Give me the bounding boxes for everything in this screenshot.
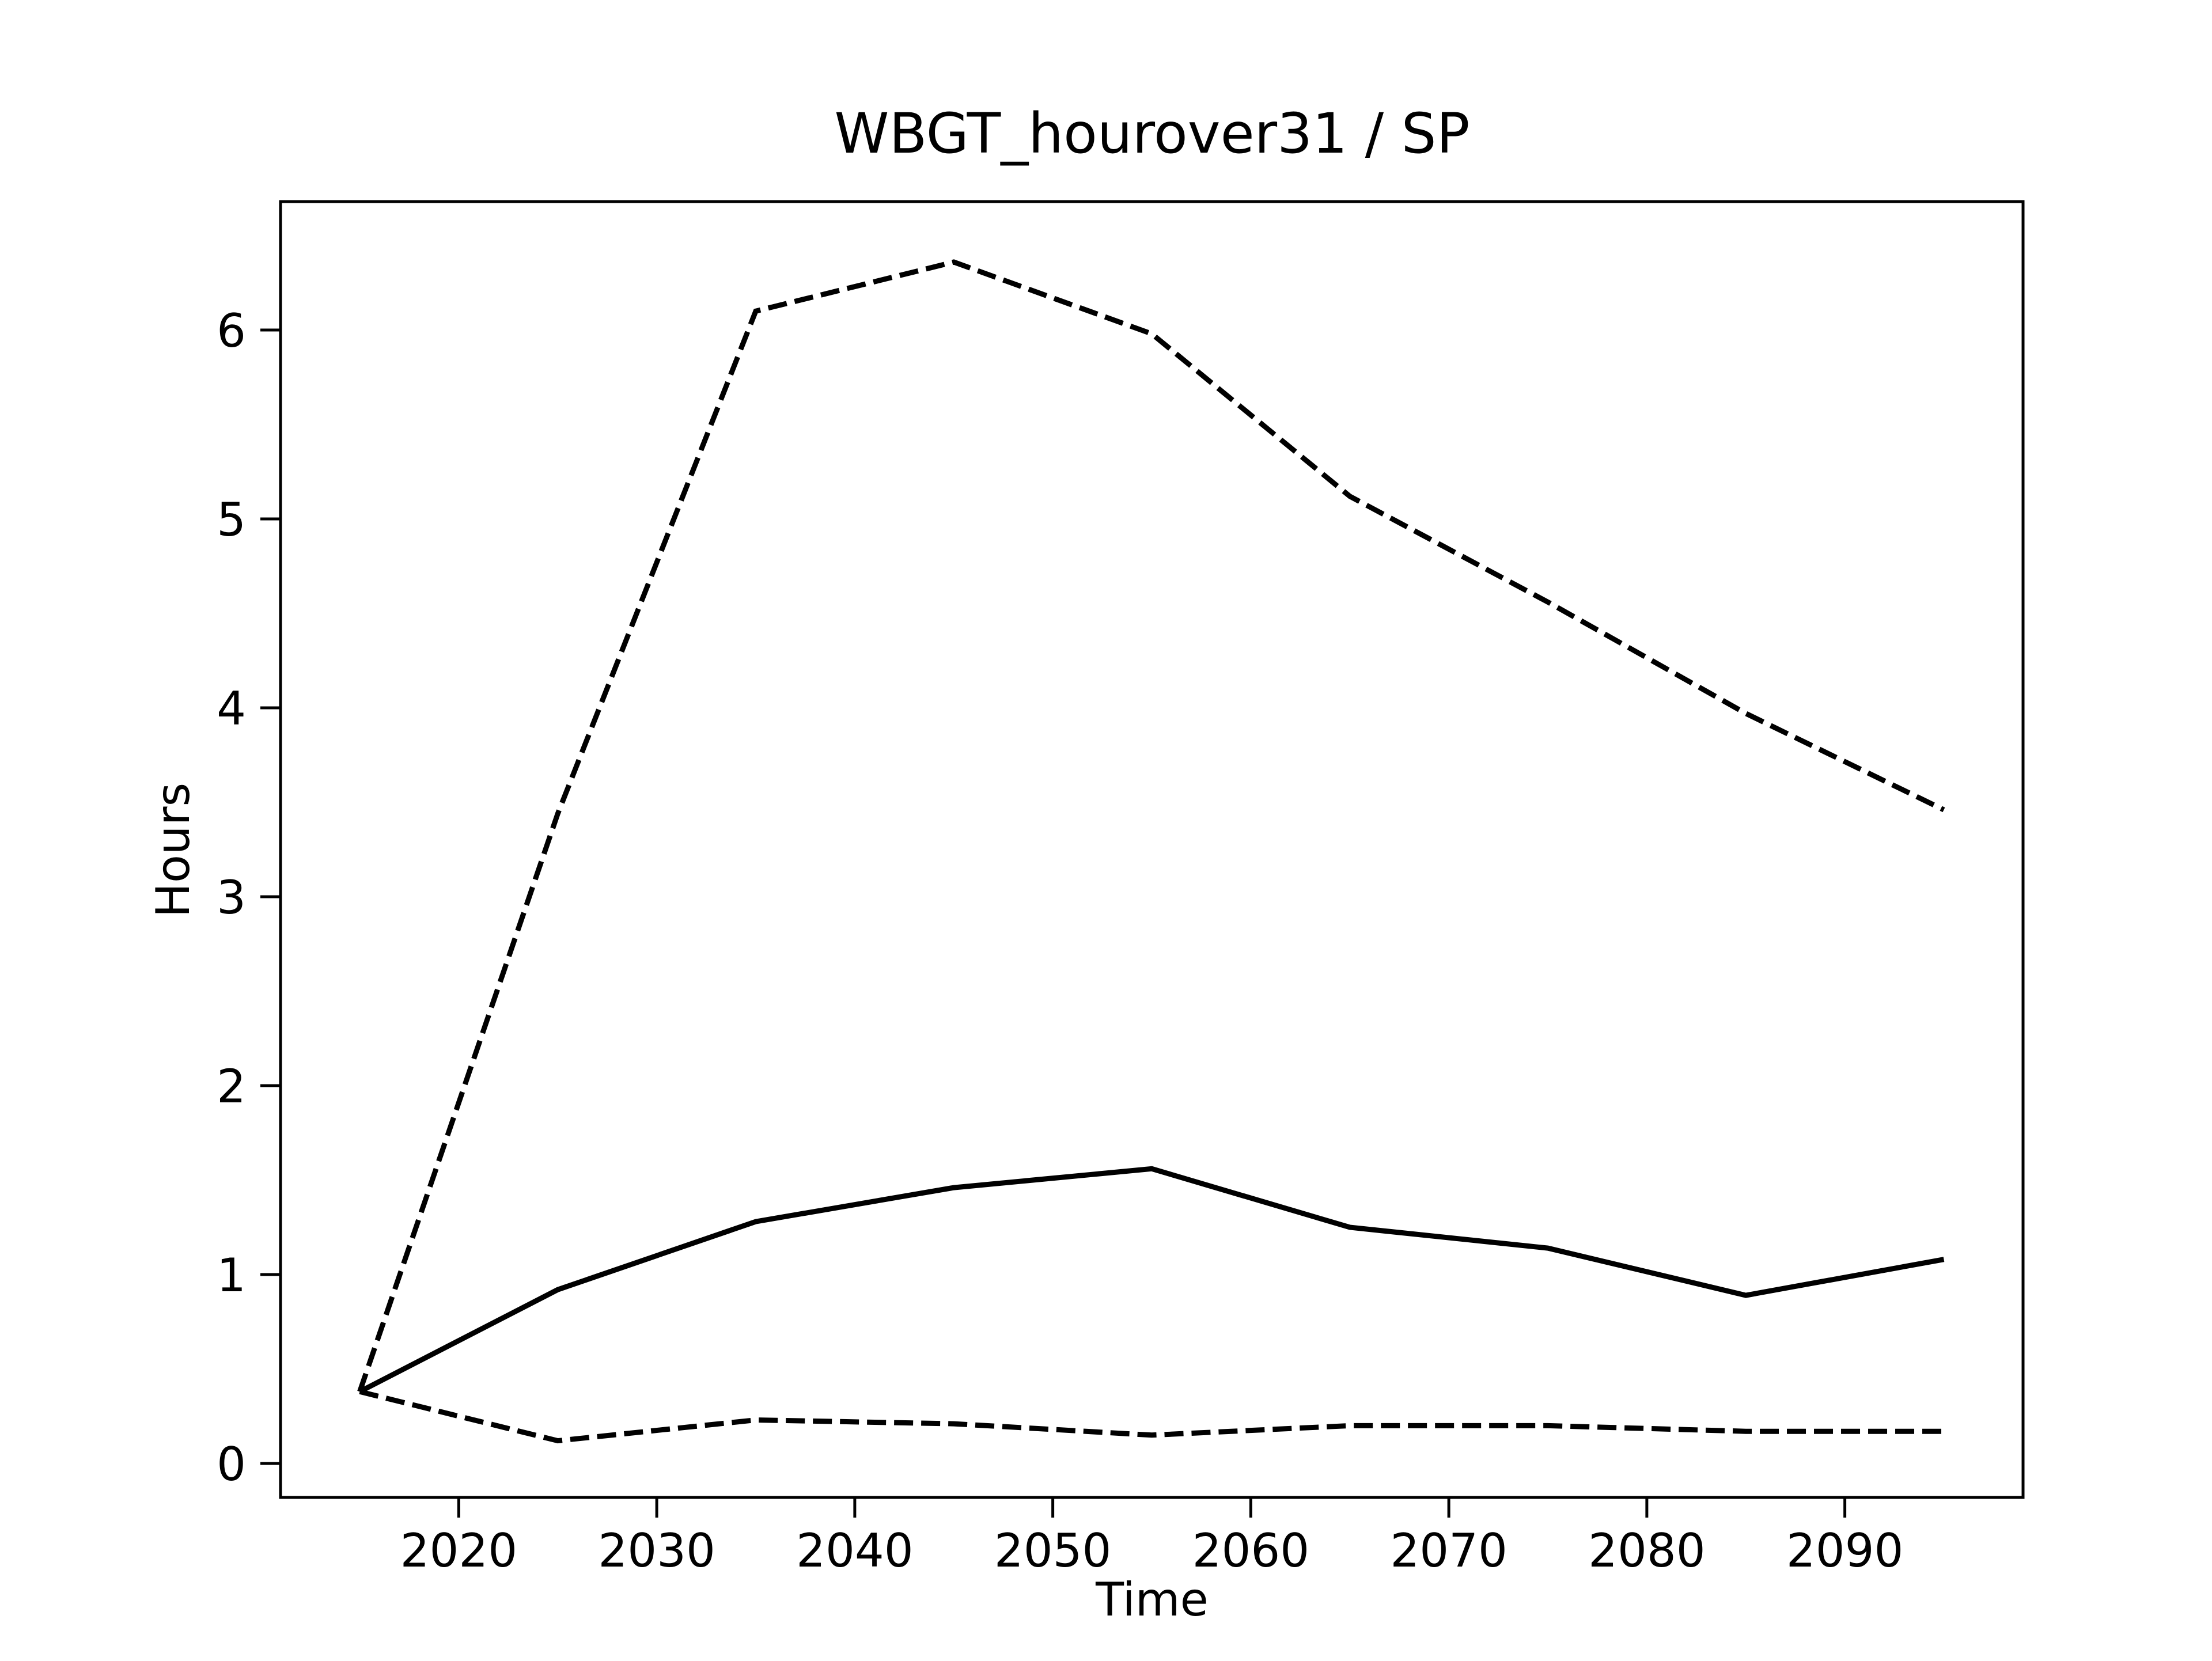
x-tick-label: 2040 <box>796 1524 914 1577</box>
series-line-1 <box>357 259 1945 1393</box>
y-tick-label: 0 <box>217 1438 246 1491</box>
y-tick-label: 3 <box>217 871 246 924</box>
plot-area: 2020 2030 2040 2050 2060 2070 2080 2090 0 1 2 3 4 5 6 <box>217 200 2025 1577</box>
x-axis-label: Time <box>1095 1573 1209 1626</box>
x-tick-label: 2060 <box>1192 1524 1310 1577</box>
y-tick-label: 2 <box>217 1060 246 1113</box>
series-line-2 <box>358 1166 1945 1394</box>
chart-title: WBGT_hourover31 / SP <box>835 101 1470 166</box>
series-line-3 <box>359 1389 1944 1444</box>
y-tick-label: 1 <box>217 1249 246 1302</box>
x-tick-label: 2080 <box>1588 1524 1706 1577</box>
axes-frame <box>279 200 2025 1499</box>
y-tick-label: 6 <box>217 304 246 358</box>
x-tick-label: 2090 <box>1786 1524 1904 1577</box>
y-tick-label: 5 <box>217 493 246 547</box>
x-tick-label: 2020 <box>400 1524 518 1577</box>
y-axis-label: Hours <box>146 783 200 917</box>
x-tick-label: 2050 <box>994 1524 1112 1577</box>
y-tick-label: 4 <box>217 682 246 735</box>
x-tick-label: 2030 <box>598 1524 715 1577</box>
x-tick-label: 2070 <box>1390 1524 1508 1577</box>
